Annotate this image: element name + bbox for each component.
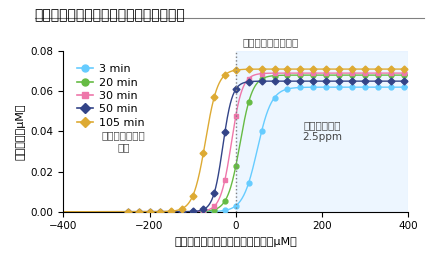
Text: バイオフィルム
内部: バイオフィルム 内部: [102, 131, 145, 152]
Text: バイオフィルム表面: バイオフィルム表面: [242, 37, 298, 47]
Bar: [236, 51, 408, 212]
Text: バイオフィルムに対する塩素消毒の効果: バイオフィルムに対する塩素消毒の効果: [35, 8, 185, 22]
X-axis label: バイオフィルム表面からの距離（μM）: バイオフィルム表面からの距離（μM）: [174, 237, 297, 247]
Text: 遊離塩素溶液
2.5ppm: 遊離塩素溶液 2.5ppm: [302, 121, 342, 142]
Legend: 3 min, 20 min, 30 min, 50 min, 105 min: 3 min, 20 min, 30 min, 50 min, 105 min: [72, 60, 149, 132]
Y-axis label: 塩素濃度（μM）: 塩素濃度（μM）: [15, 103, 25, 160]
